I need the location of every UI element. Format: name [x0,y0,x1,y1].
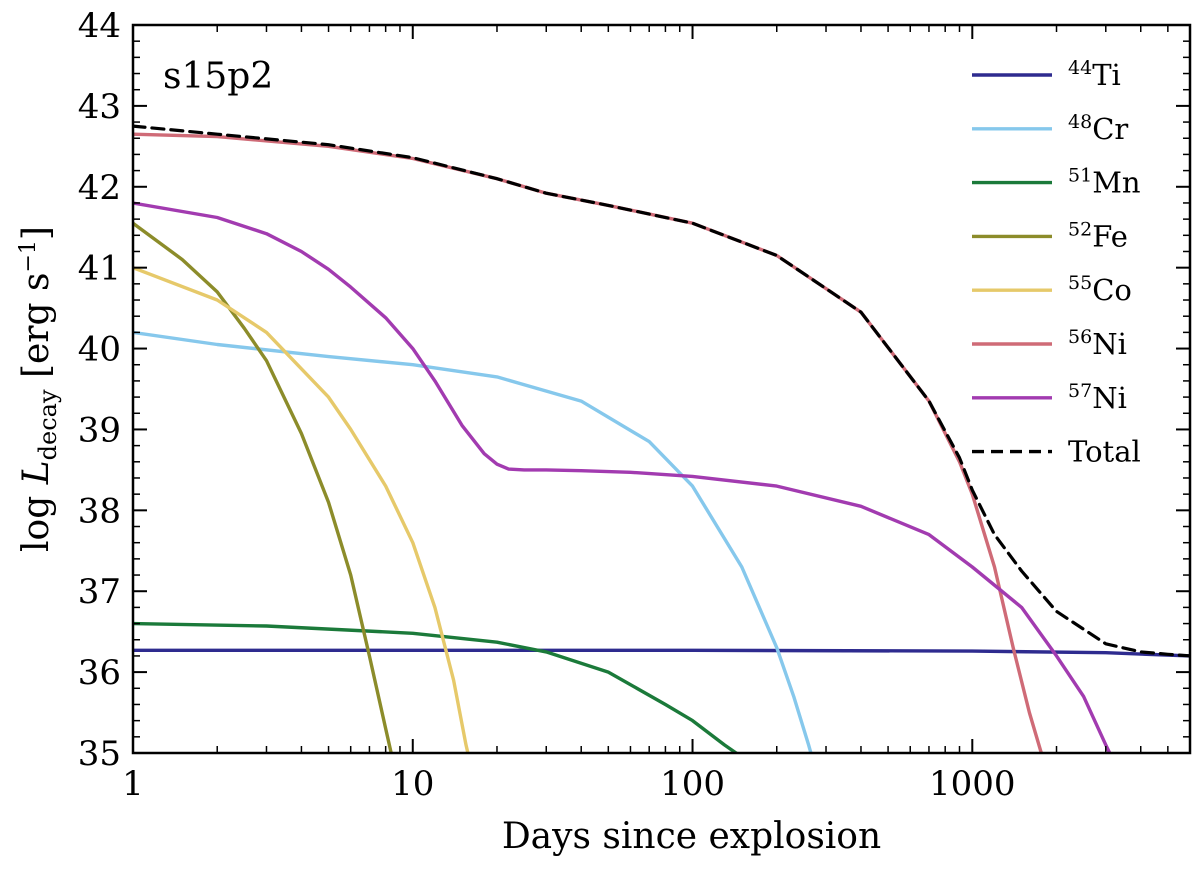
y-label-unit-open: [erg s [16,273,57,390]
legend-label-44ti: 44Ti [1068,57,1121,92]
y-label-unit-exp: −1 [16,240,41,272]
series-line-48cr [133,330,813,753]
y-label-subscript: decay [34,389,62,460]
panel-label: s15p2 [163,56,273,97]
legend-mass-number: 44 [1068,57,1092,79]
legend-label-55co: 55Co [1068,272,1132,307]
legend-mass-number: 51 [1068,165,1092,187]
legend-element: Mn [1092,166,1140,200]
plot-frame [131,23,1192,755]
y-tick-label: 42 [78,168,121,208]
y-label-unit-close: ] [16,226,57,240]
legend-label-48cr: 48Cr [1068,111,1128,146]
series-line-52fe [133,221,393,753]
legend-element: Ti [1092,58,1121,92]
series-line-56ni [133,132,1044,753]
x-tick-label: 1000 [929,764,1016,804]
legend-label-51mn: 51Mn [1068,165,1141,200]
legend-element: Fe [1092,219,1128,253]
legend-element: Co [1092,273,1132,307]
legend-label-52fe: 52Fe [1068,218,1128,253]
y-tick-label: 39 [78,410,121,450]
y-tick-label: 38 [78,491,121,531]
y-tick-label: 40 [78,330,121,370]
series-line-total [133,124,1190,658]
series-line-51mn [133,621,740,753]
series-layer [133,124,1190,753]
series-line-44ti [133,648,1190,658]
x-tick-label: 1 [122,764,144,804]
legend-mass-number: 57 [1068,380,1092,402]
legend-label-total: Total [1068,435,1141,469]
y-axis-label: log Ldecay [erg s−1] [16,226,62,552]
legend-mass-number: 48 [1068,111,1092,133]
legend-label-56ni: 56Ni [1068,326,1127,361]
x-tick-label: 100 [660,764,725,804]
y-tick-label: 37 [78,572,121,612]
legend-mass-number: 56 [1068,326,1092,348]
legend-element: Cr [1092,112,1128,146]
y-axis-label-group: log Ldecay [erg s−1] [16,226,62,552]
series-line-55co [133,266,470,753]
y-tick-label: 44 [78,6,121,46]
y-label-prefix: log [16,484,57,552]
legend-mass-number: 52 [1068,218,1092,240]
x-axis-label: Days since explosion [502,816,881,857]
y-tick-label: 35 [78,734,121,774]
legend-mass-number: 55 [1068,272,1092,294]
legend-element: Ni [1092,381,1127,415]
x-tick-label: 10 [391,764,434,804]
ticks-layer: 35 36 37 38 39 40 41 42 43 44 1 10 100 1000 [78,6,1191,804]
legend-label-57ni: 57Ni [1068,380,1127,415]
y-label-symbol: L [16,460,57,485]
legend-element: Ni [1092,327,1127,361]
y-tick-label: 36 [78,653,121,693]
y-tick-label: 41 [78,249,121,289]
series-line-57ni [133,201,1112,753]
y-tick-label: 43 [78,87,121,127]
